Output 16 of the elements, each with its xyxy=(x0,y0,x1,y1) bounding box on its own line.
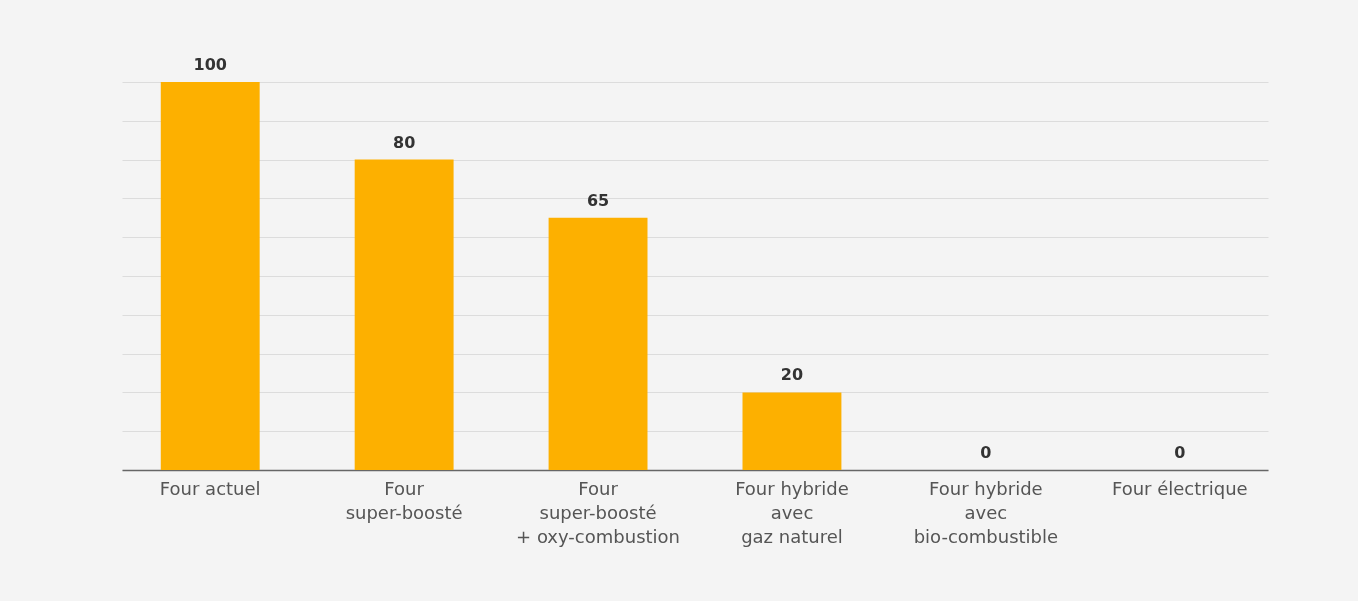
x-tick-label: Four super-boosté + oxy-combustion xyxy=(516,477,680,547)
x-tick-label: Four hybride avec gaz naturel xyxy=(735,477,849,547)
data-label: 20 xyxy=(780,365,804,385)
x-tick-label: Four hybride avec bio-combustible xyxy=(913,477,1059,547)
data-label: 0 xyxy=(980,443,992,462)
data-label: 80 xyxy=(393,132,416,152)
x-tick-label: Four super-boosté xyxy=(345,477,463,523)
data-label: 65 xyxy=(586,190,610,210)
data-label: 0 xyxy=(1174,443,1186,462)
bar xyxy=(742,392,842,470)
bar xyxy=(160,82,260,470)
x-tick-label: Four actuel xyxy=(159,477,261,499)
bar xyxy=(354,159,454,470)
x-tick-label: Four électrique xyxy=(1111,477,1248,499)
data-label: 100 xyxy=(193,55,227,74)
bar xyxy=(548,217,648,470)
